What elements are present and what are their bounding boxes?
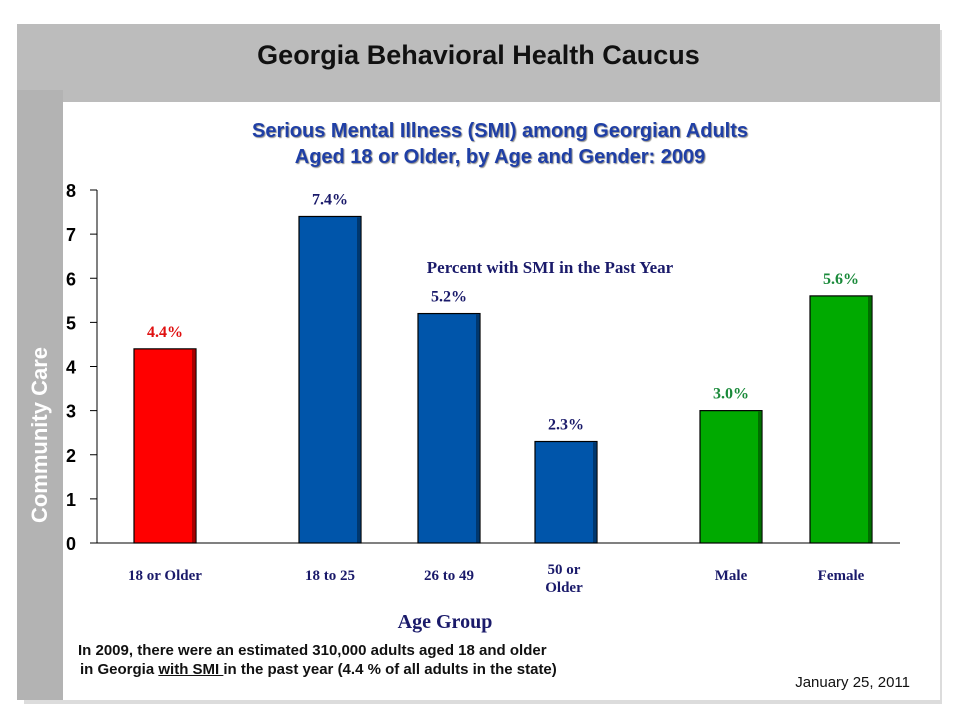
header-band: Georgia Behavioral Health Caucus <box>17 24 940 102</box>
x-category-label: Older <box>545 580 583 596</box>
bar-data-label: 5.2% <box>431 289 467 306</box>
bar <box>417 312 481 544</box>
x-category-label: 18 or Older <box>128 568 202 584</box>
y-tick-label: 2 <box>66 446 76 466</box>
x-axis-title: Age Group <box>398 611 493 633</box>
y-tick-label: 7 <box>66 225 76 245</box>
footnote-line-1: In 2009, there were an estimated 310,000… <box>78 642 547 659</box>
x-category-label: 50 or <box>548 562 581 578</box>
page-title: Georgia Behavioral Health Caucus <box>257 40 700 70</box>
bar <box>133 348 197 544</box>
bar-shade <box>593 442 596 543</box>
footnote-line-2: in Georgia with SMI in the past year (4.… <box>80 661 700 678</box>
bar-data-label: 2.3% <box>548 417 584 434</box>
bar-shade <box>357 217 360 543</box>
bar <box>809 295 873 544</box>
bar-shade <box>868 296 871 543</box>
sidebar <box>17 90 63 700</box>
footnote-line-2-end: in the past year (4.4 % of all adults in… <box>223 661 557 678</box>
bar-shade <box>758 411 761 543</box>
y-tick-label: 3 <box>66 402 76 422</box>
bar-data-label: 4.4% <box>147 324 183 341</box>
chart-title: Serious Mental Illness (SMI) among Georg… <box>252 120 748 142</box>
bar <box>699 410 763 544</box>
y-tick-label: 1 <box>66 490 76 510</box>
bar-data-label: 7.4% <box>312 191 348 208</box>
x-category-label: 18 to 25 <box>305 568 355 584</box>
bar <box>298 215 362 544</box>
footnote-underlined-text: with SMI <box>158 661 224 678</box>
y-tick-label: 5 <box>66 313 76 333</box>
y-tick-label: 8 <box>66 181 76 201</box>
chart-subtitle: Aged 18 or Older, by Age and Gender: 200… <box>294 146 706 168</box>
bar <box>534 440 598 544</box>
y-tick-label: 4 <box>66 358 76 378</box>
x-category-label: 26 to 49 <box>424 568 474 584</box>
bar-data-label: 3.0% <box>713 386 749 403</box>
x-category-label: Female <box>818 568 865 584</box>
bar-shade <box>476 314 479 543</box>
bar-data-label: 5.6% <box>823 271 859 288</box>
date-label: January 25, 2011 <box>795 674 910 691</box>
bar-shade <box>192 349 195 543</box>
x-category-label: Male <box>715 568 748 584</box>
footnote-line-2-start: in Georgia <box>80 661 159 678</box>
chart-inner-label: Percent with SMI in the Past Year <box>427 258 674 277</box>
y-tick-label: 0 <box>66 534 76 554</box>
y-tick-label: 6 <box>66 269 76 289</box>
